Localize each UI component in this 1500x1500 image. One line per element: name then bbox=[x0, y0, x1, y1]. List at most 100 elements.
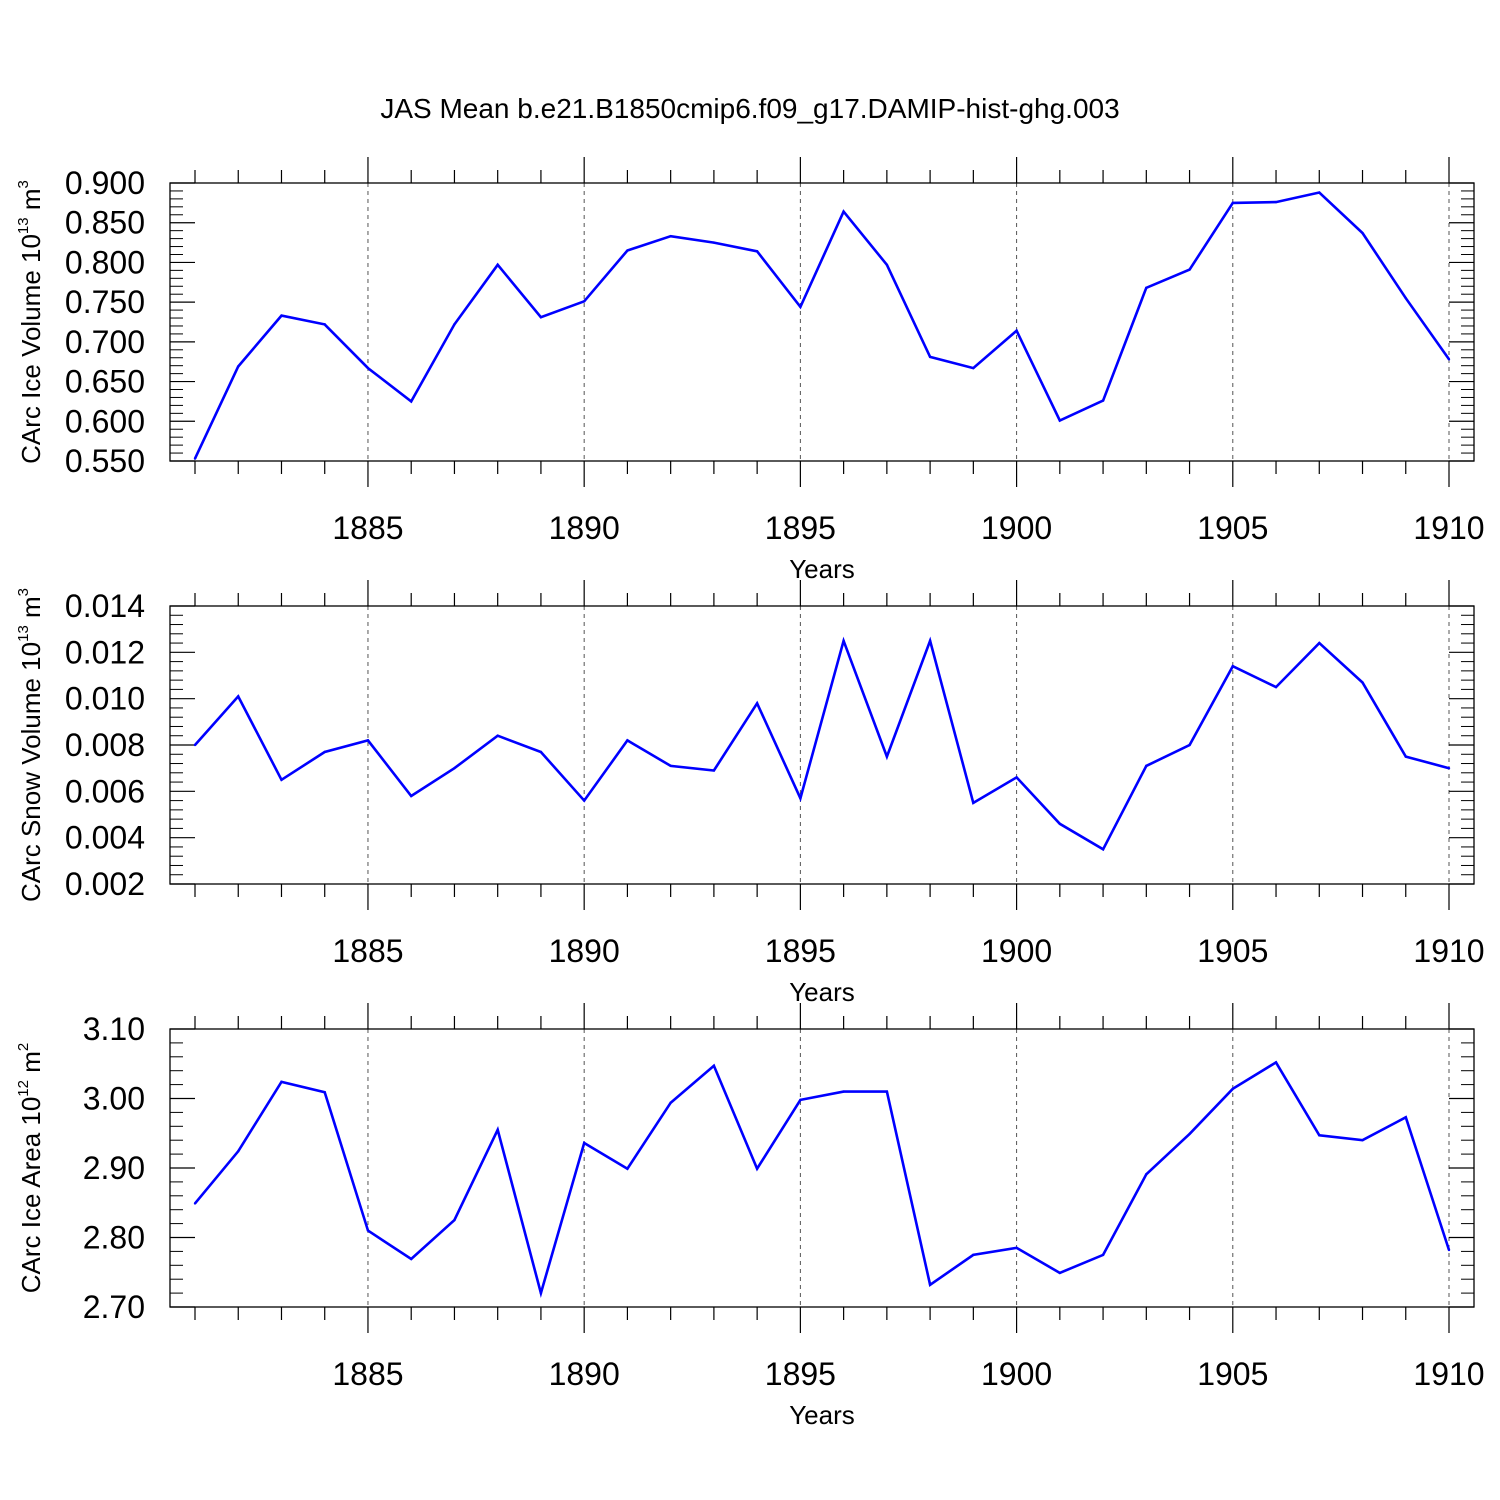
data-point bbox=[1318, 191, 1321, 194]
data-point bbox=[712, 241, 716, 244]
y-tick-label: 0.002 bbox=[65, 866, 145, 902]
data-point bbox=[885, 263, 889, 267]
data-point bbox=[842, 210, 845, 213]
data-point bbox=[453, 323, 456, 326]
data-point bbox=[1361, 231, 1364, 235]
series-line bbox=[193, 1060, 1451, 1298]
chart-panel-3: 1885 1890 1895 1900 1905 1910 Years 2.70 2.80 2.9… bbox=[15, 1003, 1485, 1430]
data-point bbox=[799, 797, 802, 800]
data-point bbox=[1015, 1246, 1018, 1250]
x-tick-label: 1885 bbox=[332, 933, 403, 969]
y-axis-title: CArc Snow Volume 1013 m3 bbox=[15, 588, 46, 902]
y-tick-label: 2.80 bbox=[83, 1220, 145, 1256]
data-point bbox=[1318, 641, 1321, 645]
x-tick-label: 1890 bbox=[549, 510, 620, 546]
y-tick-label: 0.010 bbox=[65, 681, 145, 717]
data-point bbox=[669, 764, 672, 768]
x-tick-label: 1900 bbox=[981, 933, 1052, 969]
data-point bbox=[366, 739, 370, 742]
chart-panel-1: 1885 1890 1895 1900 1905 1910Years0.5500.6000… bbox=[15, 157, 1485, 584]
data-point bbox=[1447, 1248, 1451, 1252]
plot-frame bbox=[169, 1028, 1475, 1308]
x-tick-label: 1895 bbox=[765, 510, 836, 546]
data-point bbox=[193, 743, 197, 747]
data-point bbox=[366, 1229, 370, 1232]
data-point bbox=[1101, 848, 1105, 851]
data-point bbox=[626, 1167, 629, 1170]
data-point bbox=[1447, 766, 1451, 770]
data-point bbox=[453, 1218, 456, 1222]
x-tick-label: 1885 bbox=[332, 1356, 403, 1392]
data-point bbox=[280, 314, 283, 317]
data-point bbox=[885, 1090, 889, 1093]
data-point bbox=[669, 235, 672, 238]
y-tick-label: 2.70 bbox=[83, 1289, 145, 1325]
y-tick-label: 0.600 bbox=[65, 403, 145, 439]
figure-title: JAS Mean b.e21.B1850cmip6.f09_g17.DAMIP-… bbox=[380, 93, 1119, 124]
x-axis-title: Years bbox=[789, 554, 855, 584]
data-point bbox=[972, 801, 975, 805]
y-axis-title: CArc Ice Area 1012 m2 bbox=[15, 1043, 46, 1293]
y-tick-label: 3.10 bbox=[83, 1011, 145, 1047]
data-point bbox=[496, 1128, 499, 1131]
data-point bbox=[1231, 201, 1234, 205]
data-point bbox=[453, 766, 456, 770]
x-tick-label: 1910 bbox=[1413, 510, 1484, 546]
data-point bbox=[1058, 419, 1062, 422]
data-point bbox=[410, 400, 413, 403]
y-tick-label: 0.800 bbox=[65, 244, 145, 280]
x-tick-label: 1905 bbox=[1197, 1356, 1268, 1392]
x-tick-label: 1905 bbox=[1197, 510, 1268, 546]
y-tick-label: 0.700 bbox=[65, 324, 145, 360]
data-point bbox=[799, 305, 802, 309]
data-point bbox=[1231, 665, 1234, 668]
data-point bbox=[539, 1291, 543, 1295]
series-line bbox=[193, 191, 1451, 460]
data-point bbox=[972, 1253, 975, 1257]
data-point bbox=[1404, 755, 1407, 758]
x-tick-label: 1905 bbox=[1197, 933, 1268, 969]
data-point bbox=[712, 1064, 716, 1068]
y-axis-title: CArc Ice Volume 1013 m3 bbox=[15, 180, 46, 464]
data-point bbox=[582, 1141, 586, 1145]
x-tick-label: 1895 bbox=[765, 933, 836, 969]
data-point bbox=[193, 1202, 197, 1205]
data-point bbox=[1058, 1271, 1062, 1275]
x-tick-label: 1900 bbox=[981, 1356, 1052, 1392]
data-point bbox=[323, 323, 326, 326]
data-point bbox=[669, 1101, 672, 1104]
data-point bbox=[366, 366, 370, 370]
data-point bbox=[582, 300, 586, 303]
data-point bbox=[842, 639, 845, 642]
y-tick-label: 0.012 bbox=[65, 634, 145, 670]
series-line bbox=[194, 636, 1450, 852]
data-point bbox=[237, 695, 240, 698]
data-point bbox=[280, 1080, 283, 1084]
data-point bbox=[1145, 1173, 1148, 1176]
x-tick-label: 1885 bbox=[332, 510, 403, 546]
data-point bbox=[799, 1098, 802, 1102]
data-point bbox=[410, 794, 413, 798]
x-tick-label: 1890 bbox=[549, 933, 620, 969]
data-point bbox=[626, 249, 629, 252]
data-point bbox=[1101, 399, 1105, 402]
y-tick-label: 0.900 bbox=[65, 165, 145, 201]
data-point bbox=[410, 1257, 413, 1261]
y-tick-label: 3.00 bbox=[83, 1081, 145, 1117]
data-point bbox=[928, 639, 932, 642]
y-tick-label: 0.550 bbox=[65, 443, 145, 479]
x-tick-label: 1890 bbox=[549, 1356, 620, 1392]
data-point bbox=[928, 1283, 932, 1286]
data-point bbox=[1145, 764, 1148, 768]
data-point bbox=[1274, 200, 1278, 204]
data-point bbox=[1145, 286, 1148, 290]
data-point bbox=[928, 355, 932, 359]
data-point bbox=[1404, 296, 1407, 300]
data-point bbox=[1015, 329, 1018, 332]
data-point bbox=[712, 769, 716, 772]
data-point bbox=[323, 1091, 326, 1094]
data-point bbox=[496, 263, 499, 267]
data-point bbox=[842, 1090, 845, 1093]
data-point bbox=[1015, 776, 1018, 779]
